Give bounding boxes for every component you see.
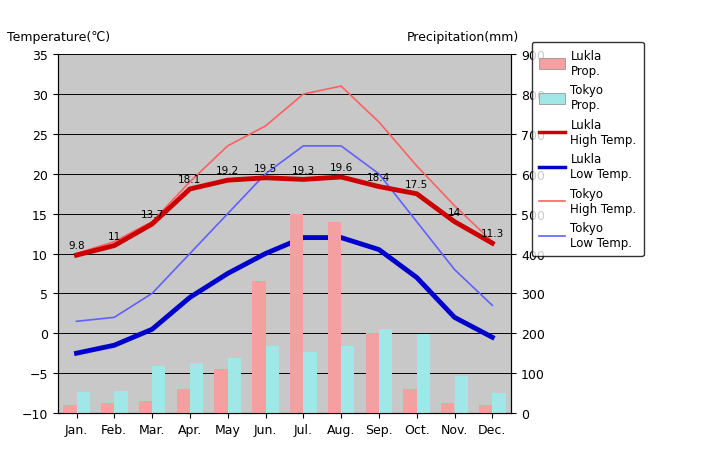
Text: 14: 14 [448, 207, 461, 218]
Bar [341, 346, 354, 413]
Text: 13.7: 13.7 [140, 210, 163, 220]
Text: 18.1: 18.1 [179, 175, 202, 185]
Bar [101, 403, 114, 413]
Bar [454, 376, 468, 413]
Bar [176, 389, 190, 413]
Bar [114, 391, 127, 413]
Text: 19.2: 19.2 [216, 166, 239, 176]
Text: 9.8: 9.8 [68, 241, 85, 251]
Bar [252, 282, 266, 413]
Text: 17.5: 17.5 [405, 179, 428, 190]
Bar [303, 352, 317, 413]
Legend: Lukla
Prop., Tokyo
Prop., Lukla
High Temp., Lukla
Low Temp., Tokyo
High Temp., T: Lukla Prop., Tokyo Prop., Lukla High Tem… [531, 43, 644, 257]
Bar [266, 346, 279, 413]
Bar [417, 335, 430, 413]
Bar [492, 393, 505, 413]
Text: 11.3: 11.3 [481, 229, 504, 239]
Bar [379, 330, 392, 413]
Bar [479, 405, 492, 413]
Text: 19.5: 19.5 [254, 164, 277, 174]
Bar [139, 401, 152, 413]
Text: 11: 11 [108, 231, 121, 241]
Bar [441, 403, 454, 413]
Text: Temperature(℃): Temperature(℃) [7, 31, 110, 44]
Text: Precipitation(mm): Precipitation(mm) [407, 31, 519, 44]
Bar [328, 222, 341, 413]
Text: 19.3: 19.3 [292, 165, 315, 175]
Bar [190, 364, 203, 413]
Text: 18.4: 18.4 [367, 173, 390, 182]
Bar [152, 367, 166, 413]
Bar [228, 358, 241, 413]
Bar [215, 369, 228, 413]
Bar [366, 334, 379, 413]
Bar [403, 389, 417, 413]
Bar [76, 392, 90, 413]
Bar [290, 214, 303, 413]
Text: 19.6: 19.6 [330, 163, 353, 173]
Bar [63, 405, 76, 413]
